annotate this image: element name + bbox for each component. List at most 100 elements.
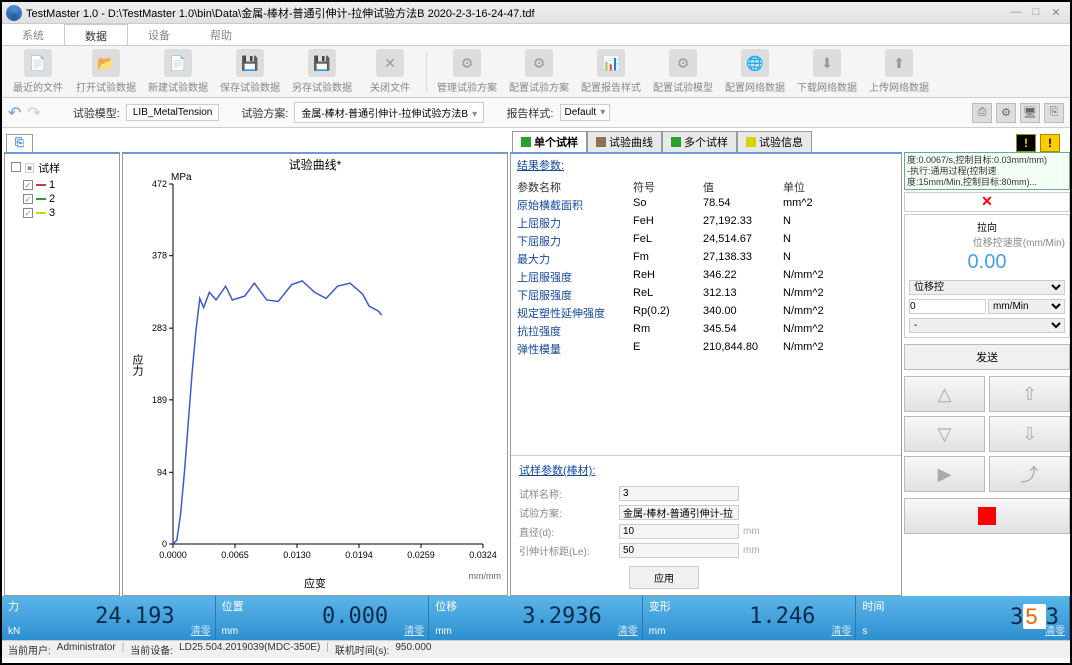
results-header: 结果参数:: [511, 154, 901, 176]
menu-bar: 系统 数据 设备 帮助: [2, 24, 1070, 46]
readout-3: 变形mm1.246清零: [643, 596, 857, 640]
speed-value: 0.00: [909, 249, 1065, 276]
readout-1: 位置mm0.000清零: [216, 596, 430, 640]
window-title: TestMaster 1.0 - D:\TestMaster 1.0\bin\D…: [26, 5, 535, 21]
jog-down-slow[interactable]: ▽: [904, 416, 985, 452]
svg-text:472: 472: [152, 179, 167, 189]
tb-save[interactable]: 💾保存试验数据: [218, 49, 282, 94]
title-bar: TestMaster 1.0 - D:\TestMaster 1.0\bin\D…: [2, 2, 1070, 24]
mid-tab-1[interactable]: 试验曲线: [587, 131, 662, 152]
svg-text:378: 378: [152, 251, 167, 261]
tb-download-net[interactable]: ⬇下载网络数据: [795, 49, 859, 94]
svg-text:283: 283: [152, 323, 167, 333]
warn-icon-yellow[interactable]: !: [1040, 134, 1060, 152]
param-diameter[interactable]: [619, 524, 739, 539]
scheme-select[interactable]: 金属-棒材-普通引伸计-拉伸试验方法B: [294, 102, 484, 123]
panel-tabs: ⎘ 单个试样试验曲线多个试样试验信息 ! !: [2, 128, 1070, 152]
readout-4: 时间s35 3清零: [856, 596, 1070, 640]
report-select[interactable]: Default: [560, 104, 611, 121]
model-label: 试验模型:: [73, 105, 120, 121]
tb-config-report[interactable]: 📊配置报告样式: [579, 49, 643, 94]
config-right-icons: ⎙ ⚙ 🖥 ⎘: [972, 103, 1064, 123]
mode-select[interactable]: 位移控: [909, 280, 1065, 295]
mid-tab-0[interactable]: 单个试样: [512, 131, 587, 152]
menu-data[interactable]: 数据: [64, 24, 128, 45]
svg-text:0.0130: 0.0130: [283, 550, 311, 560]
tb-config-net[interactable]: 🌐配置网络数据: [723, 49, 787, 94]
jog-down-fast[interactable]: ⇩: [989, 416, 1070, 452]
close-button[interactable]: ✕: [1048, 6, 1064, 19]
params-header: 试样参数(棒材):: [519, 462, 893, 478]
svg-text:0.0324: 0.0324: [469, 550, 497, 560]
scheme-label: 试验方案:: [241, 105, 288, 121]
tb-open[interactable]: 📂打开试验数据: [74, 49, 138, 94]
tb-config-scheme[interactable]: ⚙配置试验方案: [507, 49, 571, 94]
tb-recent[interactable]: 📄最近的文件: [10, 49, 66, 94]
svg-text:0.0065: 0.0065: [221, 550, 249, 560]
return-button[interactable]: ⤴: [989, 456, 1070, 492]
app-logo: [6, 5, 22, 21]
cfg-icon-1[interactable]: ⎙: [972, 103, 992, 123]
results-panel: 结果参数: 参数名称符号值单位原始横截面积So78.54mm^2上屈服力FeH2…: [510, 152, 902, 596]
config-bar: ↶ ↷ 试验模型: LIB_MetalTension 试验方案: 金属-棒材-普…: [2, 98, 1070, 128]
tb-close[interactable]: ✕关闭文件: [362, 49, 418, 94]
cfg-icon-4[interactable]: ⎘: [1044, 103, 1064, 123]
jog-pad: △ ⇧ ▽ ⇩ ▶ ⤴: [904, 376, 1070, 492]
menu-device[interactable]: 设备: [128, 24, 190, 45]
run-info: 度:0.0067/s,控制目标:0.03mm/mm) -执行:通用过程(控制速 …: [904, 152, 1070, 190]
extra-select[interactable]: -: [909, 318, 1065, 333]
cfg-icon-2[interactable]: ⚙: [996, 103, 1016, 123]
stop-indicator: ✕: [904, 192, 1070, 212]
samples-header: 试样: [38, 163, 60, 175]
warn-icon-black[interactable]: !: [1016, 134, 1036, 152]
report-label: 报告样式:: [506, 105, 553, 121]
tb-upload-net[interactable]: ⬆上传网络数据: [867, 49, 931, 94]
sample-item-0[interactable]: ✓1: [9, 178, 115, 192]
sample-item-2[interactable]: ✓3: [9, 206, 115, 220]
undo-icon[interactable]: ↶: [8, 103, 21, 123]
param-gauge[interactable]: [619, 543, 739, 558]
unit-select[interactable]: mm/Min: [988, 299, 1065, 314]
play-button[interactable]: ▶: [904, 456, 985, 492]
tb-new[interactable]: 📄新建试验数据: [146, 49, 210, 94]
svg-text:94: 94: [157, 467, 167, 477]
samples-checkbox-all[interactable]: [11, 162, 21, 172]
send-button[interactable]: 发送: [904, 344, 1070, 370]
menu-help[interactable]: 帮助: [190, 24, 252, 45]
readout-2: 位移mm3.2936清零: [429, 596, 643, 640]
cfg-icon-3[interactable]: 🖥: [1020, 103, 1040, 123]
sample-list: ▣ 试样 ✓1✓2✓3: [4, 152, 120, 596]
control-panel: 度:0.0067/s,控制目标:0.03mm/mm) -执行:通用过程(控制速 …: [904, 152, 1070, 596]
direction-label: 拉向: [909, 219, 1065, 234]
param-name[interactable]: [619, 486, 739, 501]
mid-tab-2[interactable]: 多个试样: [662, 131, 737, 152]
menu-system[interactable]: 系统: [2, 24, 64, 45]
redo-icon[interactable]: ↷: [27, 103, 40, 123]
sample-item-1[interactable]: ✓2: [9, 192, 115, 206]
sample-params: 试样参数(棒材): 试样名称: 试验方案: 直径(d):mm 引伸计标距(Le)…: [511, 455, 901, 595]
status-bar: 当前用户:Administrator | 当前设备:LD25.504.20190…: [2, 640, 1070, 658]
tb-manage-scheme[interactable]: ⚙管理试验方案: [435, 49, 499, 94]
speed-label: 位移控速度(mm/Min): [909, 234, 1065, 249]
maximize-button[interactable]: □: [1028, 6, 1044, 19]
jog-up-fast[interactable]: ⇧: [989, 376, 1070, 412]
tb-saveas[interactable]: 💾另存试验数据: [290, 49, 354, 94]
left-tab-sample[interactable]: ⎘: [6, 134, 33, 152]
live-readouts: 力kN24.193清零位置mm0.000清零位移mm3.2936清零变形mm1.…: [2, 596, 1070, 640]
main-area: ▣ 试样 ✓1✓2✓3 试验曲线* MPa 应力 应变 mm/mm 094189…: [2, 152, 1070, 596]
window-controls: — □ ✕: [1008, 6, 1070, 19]
results-table: 参数名称符号值单位原始横截面积So78.54mm^2上屈服力FeH27,192.…: [511, 176, 901, 360]
mid-tab-3[interactable]: 试验信息: [737, 131, 812, 152]
jog-up-slow[interactable]: △: [904, 376, 985, 412]
apply-button[interactable]: 应用: [629, 566, 699, 589]
param-scheme[interactable]: [619, 505, 739, 520]
svg-text:0.0000: 0.0000: [159, 550, 187, 560]
stop-button[interactable]: [904, 498, 1070, 534]
readout-0: 力kN24.193清零: [2, 596, 216, 640]
svg-text:0: 0: [162, 539, 167, 549]
toolbar: 📄最近的文件 📂打开试验数据 📄新建试验数据 💾保存试验数据 💾另存试验数据 ✕…: [2, 46, 1070, 98]
tb-config-model[interactable]: ⚙配置试验模型: [651, 49, 715, 94]
speed-input[interactable]: [909, 299, 986, 314]
chart-panel: 试验曲线* MPa 应力 应变 mm/mm 0941892833784720.0…: [122, 152, 508, 596]
minimize-button[interactable]: —: [1008, 6, 1024, 19]
